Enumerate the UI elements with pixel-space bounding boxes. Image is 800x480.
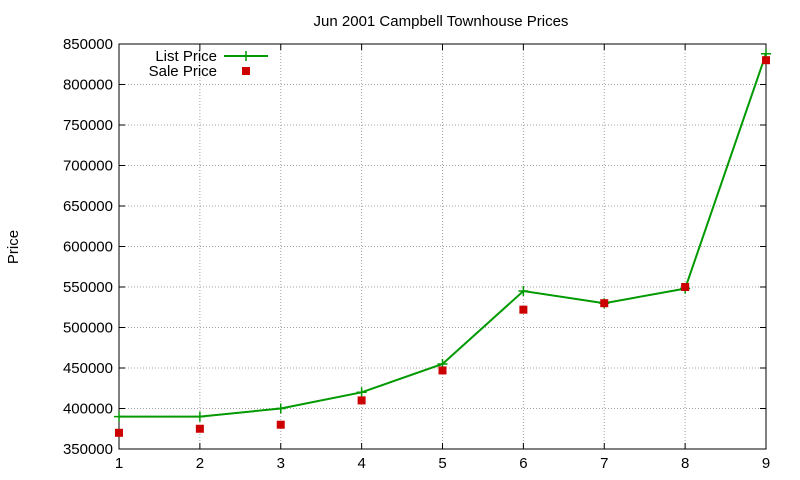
- sale-price-point: [276, 420, 285, 429]
- sale-price-point: [681, 283, 690, 291]
- x-tick-label: 5: [438, 455, 446, 472]
- y-tick-label: 550000: [63, 279, 113, 296]
- y-tick-label: 500000: [63, 320, 113, 337]
- legend-label: List Price: [155, 48, 217, 65]
- axis-ticks: 1 2 3 4 5 6 7 8 9 350000 400000 450000 500000 550000 6…: [63, 36, 770, 472]
- legend-label: Sale Price: [149, 63, 217, 80]
- x-tick-label: 7: [600, 455, 608, 472]
- y-axis-label: Price: [5, 230, 22, 264]
- y-tick-label: 600000: [63, 239, 113, 256]
- data-series: [114, 48, 771, 437]
- x-tick-label: 8: [681, 455, 689, 472]
- x-tick-label: 9: [762, 455, 770, 472]
- x-tick-label: 6: [519, 455, 527, 472]
- y-tick-label: 700000: [63, 158, 113, 175]
- x-tick-label: 1: [115, 455, 123, 472]
- y-tick-label: 800000: [63, 77, 113, 94]
- list-price-point: [518, 286, 529, 297]
- x-tick-label: 2: [196, 455, 204, 472]
- y-tick-label: 750000: [63, 117, 113, 134]
- y-tick-label: 850000: [63, 36, 113, 53]
- list-price-point: [194, 411, 205, 422]
- x-tick-label: 4: [357, 455, 365, 472]
- sale-price-point: [438, 366, 447, 375]
- list-price-point: [275, 403, 286, 414]
- y-tick-label: 450000: [63, 360, 113, 377]
- list-price-point: [114, 411, 124, 422]
- chart-title: Jun 2001 Campbell Townhouse Prices: [314, 13, 569, 30]
- sale-price-point: [195, 424, 204, 433]
- list-price-point: [356, 387, 367, 398]
- sale-price-point: [115, 428, 123, 437]
- x-tick-label: 3: [277, 455, 285, 472]
- sale-price-point: [357, 396, 366, 405]
- y-tick-label: 350000: [63, 441, 113, 458]
- sale-price-point: [762, 56, 770, 65]
- y-tick-label: 650000: [63, 198, 113, 215]
- y-tick-label: 400000: [63, 401, 113, 418]
- sale-price-point: [519, 305, 528, 314]
- grid-lines: [119, 44, 766, 449]
- sale-price-point: [600, 299, 609, 308]
- legend-plus-marker: [241, 51, 251, 61]
- legend-square-marker: [242, 67, 250, 75]
